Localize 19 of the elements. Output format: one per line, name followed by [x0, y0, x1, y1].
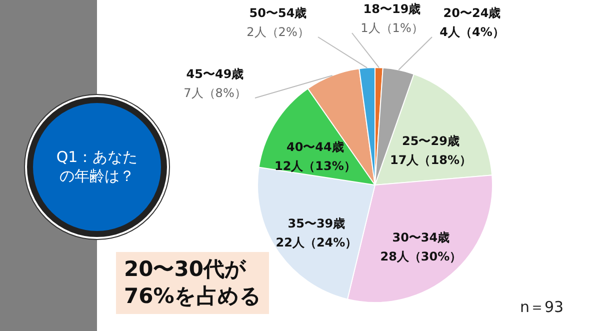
- slice-label: 35〜39歳: [288, 216, 346, 230]
- slice-label: 30〜34歳: [392, 230, 450, 245]
- slice-label: 25〜29歳: [402, 134, 460, 148]
- text: n＝93: [520, 298, 564, 317]
- text: 20〜30代が 76%を占める: [116, 252, 270, 314]
- slice-label: 45〜49歳: [186, 67, 244, 82]
- data-label: 4人（4%）: [440, 25, 504, 40]
- data-label: 7人（8%）: [184, 86, 246, 100]
- circle-badge: Q1：あなたの年齢は？: [27, 97, 167, 237]
- data-label: 17人（18%）: [390, 152, 472, 167]
- slice-label: 40〜44歳: [286, 140, 344, 154]
- data-label: 1人（1%）: [360, 21, 424, 36]
- slice-label: 18〜19歳: [363, 2, 421, 16]
- slice-label: 20〜24歳: [443, 6, 501, 20]
- data-label: 12人（13%）: [274, 158, 356, 173]
- data-label: 28人（30%）: [380, 250, 462, 264]
- data-label: 2人（2%）: [246, 25, 310, 40]
- slice-label: 50〜54歳: [249, 6, 307, 20]
- data-label: 22人（24%）: [276, 235, 358, 250]
